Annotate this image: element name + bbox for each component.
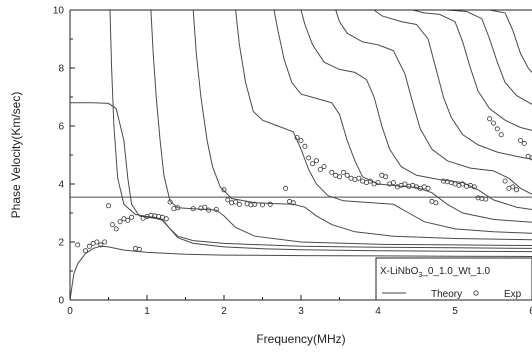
exp-point xyxy=(102,239,108,245)
theory-curve xyxy=(489,10,532,73)
exp-point xyxy=(514,187,520,193)
exp-point xyxy=(460,181,466,187)
legend-exp-label: Exp xyxy=(504,289,522,300)
exp-point xyxy=(498,132,504,138)
exp-point xyxy=(225,197,231,203)
exp-point xyxy=(233,199,239,205)
exp-point xyxy=(390,180,396,186)
x-tick-label: 3 xyxy=(298,306,304,317)
exp-point xyxy=(529,155,532,161)
x-tick-label: 4 xyxy=(375,306,381,317)
legend-exp-marker xyxy=(473,290,479,296)
theory-curve xyxy=(70,102,532,253)
theory-curves xyxy=(70,10,532,300)
exp-point xyxy=(490,120,496,126)
exp-point xyxy=(502,178,508,184)
y-tick-label: 6 xyxy=(58,122,64,133)
exp-point xyxy=(494,126,500,132)
exp-point xyxy=(94,239,100,245)
exp-point xyxy=(321,164,327,170)
exp-point xyxy=(221,187,227,193)
x-tick-label: 0 xyxy=(67,306,73,317)
exp-point xyxy=(129,214,135,220)
theory-curve xyxy=(273,10,532,223)
theory-curve xyxy=(447,10,532,105)
exp-point xyxy=(340,169,346,175)
exp-point xyxy=(202,204,208,210)
exp-point xyxy=(267,201,273,207)
exp-point xyxy=(329,169,335,175)
exp-point xyxy=(317,166,323,172)
theory-curve xyxy=(335,10,532,195)
exp-point xyxy=(259,202,265,208)
exp-point xyxy=(425,185,431,191)
theory-curve xyxy=(300,10,532,210)
exp-point xyxy=(306,155,312,161)
exp-point xyxy=(109,222,115,228)
exp-point xyxy=(356,175,362,181)
exp-point xyxy=(283,185,289,191)
theory-curve xyxy=(373,10,532,160)
exp-point xyxy=(206,207,212,213)
exp-point xyxy=(82,248,88,254)
axis-ticks: 0 1 2 3 4 5 6 0 2 4 6 8 10 xyxy=(53,6,532,317)
exp-point xyxy=(375,180,381,186)
exp-points xyxy=(75,116,532,254)
exp-point xyxy=(521,140,527,146)
theory-curve xyxy=(235,10,532,234)
x-tick-label: 2 xyxy=(221,306,227,317)
exp-point xyxy=(471,184,477,190)
exp-point xyxy=(344,172,350,178)
exp-point xyxy=(75,242,81,248)
legend: X-LiNbO3_0_1.0_Wt_1.0 Theory Exp xyxy=(375,257,532,301)
exp-point xyxy=(302,143,308,149)
exp-point xyxy=(213,206,219,212)
exp-point xyxy=(383,174,389,180)
exp-point xyxy=(313,158,319,164)
exp-point xyxy=(86,243,92,249)
y-tick-label: 2 xyxy=(58,238,64,249)
exp-point xyxy=(487,116,493,122)
exp-point xyxy=(483,196,489,202)
y-tick-label: 4 xyxy=(58,180,64,191)
exp-point xyxy=(106,203,112,209)
x-tick-label: 6 xyxy=(529,306,532,317)
exp-point xyxy=(294,135,300,141)
exp-point xyxy=(163,216,169,222)
exp-point xyxy=(125,217,131,223)
exp-point xyxy=(98,242,104,248)
exp-point xyxy=(175,205,181,211)
x-tick-label: 1 xyxy=(144,306,150,317)
exp-point xyxy=(367,178,373,184)
exp-point xyxy=(252,201,258,207)
x-tick-label: 5 xyxy=(452,306,458,317)
exp-point xyxy=(336,174,342,180)
exp-point xyxy=(113,226,119,232)
exp-point xyxy=(402,181,408,187)
exp-point xyxy=(433,200,439,206)
y-tick-label: 10 xyxy=(53,6,65,17)
y-tick-label: 8 xyxy=(58,64,64,75)
exp-point xyxy=(290,200,296,206)
legend-theory-label: Theory xyxy=(431,289,462,300)
legend-title: X-LiNbO3_0_1.0_Wt_1.0 xyxy=(380,266,491,279)
theory-curve xyxy=(412,10,532,131)
exp-point xyxy=(136,246,142,252)
exp-point xyxy=(310,161,316,167)
x-axis-title: Frequency(MHz) xyxy=(256,332,345,346)
exp-point xyxy=(190,206,196,212)
y-tick-label: 0 xyxy=(58,296,64,307)
exp-point xyxy=(510,184,516,190)
exp-point xyxy=(298,137,304,143)
exp-point xyxy=(236,201,242,207)
exp-point xyxy=(518,137,524,143)
exp-point xyxy=(117,219,123,225)
y-axis-title: Phase Velocity(Km/sec) xyxy=(9,92,23,219)
theory-curve xyxy=(192,10,532,241)
theory-curve xyxy=(70,245,532,300)
exp-point xyxy=(167,199,173,205)
